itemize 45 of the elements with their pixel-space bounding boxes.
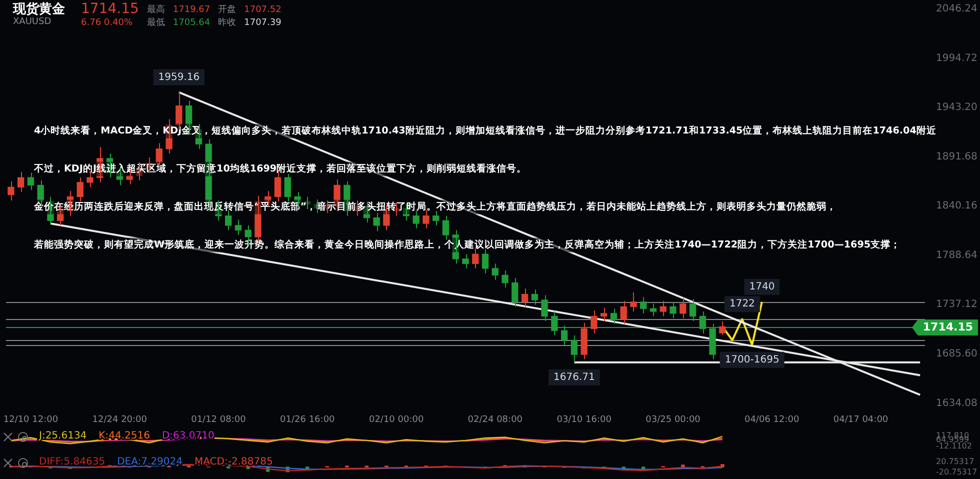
y-tick-label: 1891.68 (936, 151, 978, 162)
annotation: 最低 (146, 17, 165, 29)
x-tick-label: 04/17 04:00 (833, 414, 888, 425)
x-tick-label: 04/06 12:00 (744, 414, 800, 425)
annotation: 开盘 (218, 4, 236, 16)
annotation: 最高 (146, 4, 165, 16)
x-tick-label: 01/26 16:00 (280, 414, 336, 425)
y-tick-label: 1634.08 (936, 398, 978, 409)
y-tick-label: 2046.24 (936, 4, 978, 15)
y-tick-label: -12.1102 (936, 441, 972, 450)
annotation: 1719.67 (172, 4, 210, 16)
annotation: 1705.64 (172, 17, 210, 29)
x-tick-label: 01/12 08:00 (191, 414, 246, 425)
y-tick-label: 1840.16 (936, 200, 978, 212)
y-tick-label: 1788.64 (936, 250, 978, 261)
annotation: 1676.71 (554, 372, 595, 384)
annotation: 1707.39 (244, 17, 282, 29)
annotation: 1740 (749, 281, 775, 292)
annotation: J:25.6134 (38, 430, 87, 442)
annotation: 1959.16 (158, 72, 200, 83)
annotation: K:44.2516 (98, 430, 150, 442)
x-tick-label: 03/25 00:00 (646, 414, 701, 425)
annotation: 1707.52 (244, 4, 282, 16)
x-tick-label: 12/10 12:00 (3, 414, 58, 425)
text: 现货黄金 (13, 2, 65, 17)
annotation: MACD:-2.88785 (194, 456, 273, 468)
annotation: 1714.15 (81, 1, 139, 17)
x-tick-label: 02/10 00:00 (368, 414, 424, 425)
x-tick-label: 03/10 16:00 (556, 414, 612, 425)
y-tick-label: 1943.20 (936, 102, 978, 114)
ref-line-label: 1714.15 (922, 320, 974, 334)
annotation: DEA:7.29024 (117, 456, 183, 468)
x-tick-label: 02/24 08:00 (468, 414, 523, 425)
annotation: 1722 (729, 298, 755, 310)
annotation: 昨收 (218, 17, 236, 29)
annotation: 6.76 0.40% (81, 17, 134, 29)
y-tick-label: 20.75317 (936, 456, 974, 466)
y-tick-label: 1685.60 (936, 348, 978, 360)
annotation: 1700-1695 (724, 354, 780, 366)
y-tick-label: -20.75317 (936, 467, 978, 476)
y-tick-label: 1737.12 (936, 299, 978, 310)
y-tick-label: 1994.72 (936, 52, 978, 64)
text: XAUUSD (13, 17, 52, 27)
x-tick-label: 12/24 20:00 (92, 414, 148, 425)
annotation: DIFF:5.84635 (39, 456, 106, 468)
